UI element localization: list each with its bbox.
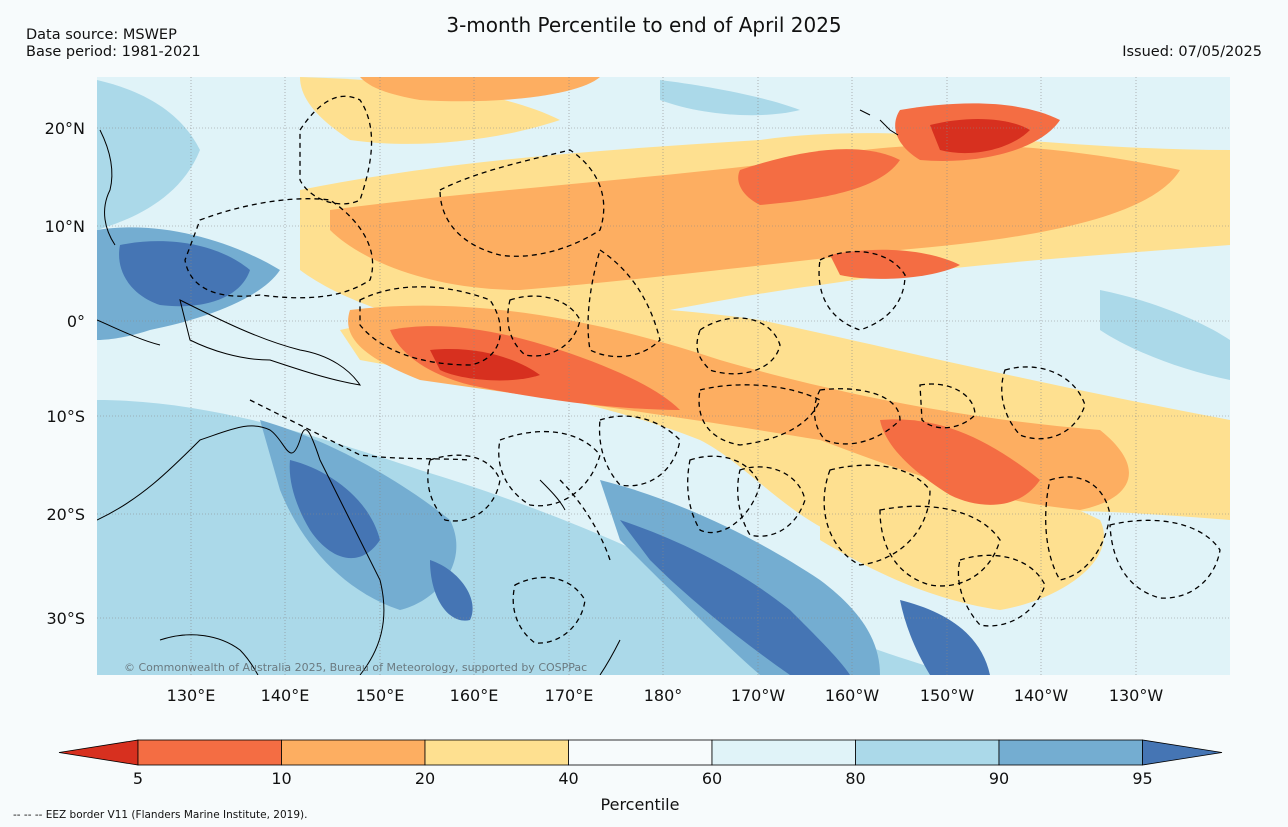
eez-boundary (439, 149, 605, 257)
graticule (97, 77, 1230, 675)
lon-label: 180° (644, 686, 683, 705)
eez-boundary (737, 466, 806, 537)
colorbar-segment (711, 739, 856, 766)
colorbar-ticks: 5 10 20 40 60 80 90 95 (133, 769, 1153, 788)
map-title: 3-month Percentile to end of April 2025 (446, 13, 842, 37)
eez-boundary (818, 250, 906, 331)
band-80-90 (660, 80, 800, 116)
colorbar-tick-label: 40 (558, 769, 578, 788)
eez-boundary (1001, 366, 1086, 440)
lon-label: 140°W (1014, 686, 1069, 705)
data-source-text: Data source: MSWEP (26, 27, 177, 43)
lon-label: 160°W (825, 686, 880, 705)
eez-boundary (698, 384, 821, 446)
base-period-text: Base period: 1981-2021 (26, 44, 201, 60)
band-5-10 (880, 419, 1040, 505)
eez-borders (184, 95, 1221, 644)
band-80-90 (97, 80, 200, 230)
eez-legend-note: -- -- -- EEZ border V11 (Flanders Marine… (13, 809, 308, 821)
lon-label: 130°E (167, 686, 216, 705)
eez-boundary (507, 295, 581, 357)
coastline-new-zealand (599, 639, 621, 675)
colorbar-arrow-high (1142, 739, 1223, 766)
band-above-95 (289, 460, 380, 559)
copyright-text: © Commonwealth of Australia 2025, Bureau… (124, 661, 587, 674)
lon-label: 170°W (731, 686, 786, 705)
lat-label: 0° (67, 312, 85, 331)
eez-boundary (687, 455, 761, 534)
issued-date: Issued: 07/05/2025 (1122, 44, 1262, 60)
eez-boundary (249, 399, 471, 461)
lon-label: 160°E (450, 686, 499, 705)
colorbar-tick-label: 20 (415, 769, 435, 788)
lon-label: 150°W (920, 686, 975, 705)
colorbar-tick-label: 80 (845, 769, 865, 788)
band-5-10 (830, 249, 960, 279)
band-20-40 (300, 77, 560, 144)
band-80-90 (1100, 290, 1230, 380)
coastline-hawaii (859, 109, 899, 136)
eez-boundary (823, 464, 931, 566)
colorbar-segment (568, 739, 713, 766)
coastlines (97, 109, 899, 675)
lat-label: 20°S (46, 505, 85, 524)
band-above-95 (119, 241, 251, 307)
band-20-40 (820, 483, 1104, 610)
colorbar-arrow-low (58, 739, 139, 766)
band-5-10 (390, 326, 680, 410)
colorbar-tick-label: 5 (133, 769, 143, 788)
coastline-indonesia (97, 319, 161, 346)
band-10-20 (360, 77, 600, 102)
colorbar-title: Percentile (601, 795, 680, 814)
eez-boundary (587, 248, 661, 358)
colorbar-segment (998, 739, 1143, 766)
lon-label: 150°E (356, 686, 405, 705)
eez-boundary (498, 430, 601, 507)
eez-boundary (696, 317, 781, 375)
band-below-5 (430, 349, 540, 381)
eez-boundary (359, 286, 501, 366)
coastline-australia-south (159, 634, 259, 675)
coastline-new-caledonia (539, 479, 566, 511)
latitude-labels: 20°N 10°N 0° 10°S 20°S 30°S (45, 119, 85, 628)
colorbar-segment (855, 739, 1000, 766)
colorbar-segment (137, 739, 282, 766)
eez-boundary (512, 576, 586, 644)
band-5-10 (738, 149, 900, 205)
lon-label: 170°E (545, 686, 594, 705)
band-below-5 (930, 118, 1030, 154)
data-source-info: Data source: MSWEP Base period: 1981-202… (26, 27, 201, 61)
colorbar-tick-label: 60 (702, 769, 722, 788)
band-above-95 (900, 600, 990, 675)
eez-boundary (879, 505, 1001, 587)
lat-label: 20°N (45, 119, 85, 138)
eez-boundary (1045, 476, 1111, 581)
eez-boundary (559, 479, 611, 561)
lat-label: 30°S (46, 609, 85, 628)
coastline-australia (97, 425, 385, 675)
lat-label: 10°N (45, 217, 85, 236)
eez-boundary (299, 95, 373, 205)
coastline-philippines (99, 129, 116, 246)
lat-label: 10°S (46, 407, 85, 426)
band-above-95 (620, 520, 850, 675)
colorbar-segment (424, 739, 569, 766)
eez-boundary (1109, 519, 1221, 599)
eez-boundary (184, 198, 374, 299)
colorbar (58, 739, 1223, 766)
colorbar-tick-label: 10 (271, 769, 291, 788)
lon-label: 130°W (1109, 686, 1164, 705)
band-above-95 (430, 560, 473, 621)
lon-label: 140°E (261, 686, 310, 705)
colorbar-segment (281, 739, 426, 766)
eez-boundary (919, 383, 976, 429)
colorbar-tick-label: 95 (1132, 769, 1152, 788)
colorbar-tick-label: 90 (989, 769, 1009, 788)
longitude-labels: 130°E 140°E 150°E 160°E 170°E 180° 170°W… (167, 686, 1164, 705)
coastline-new-guinea (179, 299, 362, 386)
eez-boundary (813, 388, 901, 445)
